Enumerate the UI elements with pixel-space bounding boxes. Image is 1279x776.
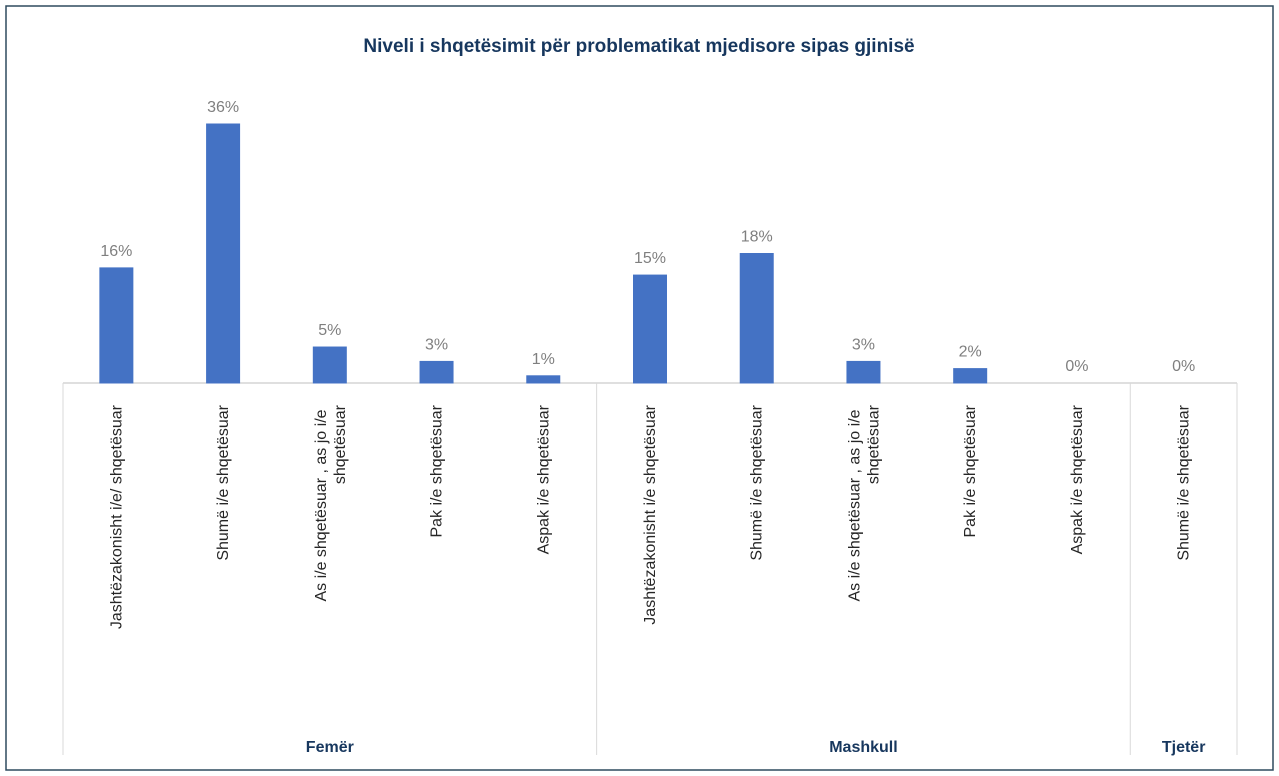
bar <box>739 253 774 384</box>
value-label: 15% <box>634 250 666 267</box>
category-label: Aspak i/e shqetësuar <box>535 404 552 554</box>
category-label: Shumë i/e shqetësuar <box>1176 404 1193 560</box>
value-label: 3% <box>852 336 875 353</box>
value-label: 2% <box>959 344 982 361</box>
bar <box>953 368 988 384</box>
value-label: 5% <box>318 322 341 339</box>
chart-title: Niveli i shqetësimit për problematikat m… <box>363 36 914 57</box>
category-label: Shumë i/e shqetësuar <box>749 404 766 560</box>
category-label: Jashtëzakonisht i/e shqetësuar <box>642 404 659 624</box>
value-label: 0% <box>1172 358 1195 375</box>
group-label: Tjetër <box>1162 739 1206 756</box>
value-label: 16% <box>100 243 132 260</box>
category-label: Pak i/e shqetësuar <box>429 404 446 537</box>
category-label: Shumë i/e shqetësuar <box>215 404 232 560</box>
category-label: Pak i/e shqetësuar <box>962 404 979 537</box>
category-label: Aspak i/e shqetësuar <box>1069 404 1086 554</box>
bar <box>206 123 241 384</box>
value-label: 0% <box>1065 358 1088 375</box>
value-label: 18% <box>741 229 773 246</box>
bar <box>846 360 881 384</box>
bar <box>99 267 134 384</box>
value-label: 1% <box>532 351 555 368</box>
chart-border <box>5 5 1274 771</box>
group-label: Mashkull <box>829 739 897 756</box>
category-label: As i/e shqetësuar , as jo i/e shqetësuar <box>313 404 349 601</box>
bar <box>633 274 667 384</box>
group-label: Femër <box>306 739 354 756</box>
bar <box>419 360 454 384</box>
bar <box>526 375 561 384</box>
category-label: Jashtëzakonisht i/e/ shqetësuar <box>108 404 125 629</box>
bar <box>312 346 347 384</box>
value-label: 36% <box>207 99 239 116</box>
category-label: As i/e shqetësuar , as jo i/e shqetësuar <box>846 404 882 601</box>
value-label: 3% <box>425 336 448 353</box>
